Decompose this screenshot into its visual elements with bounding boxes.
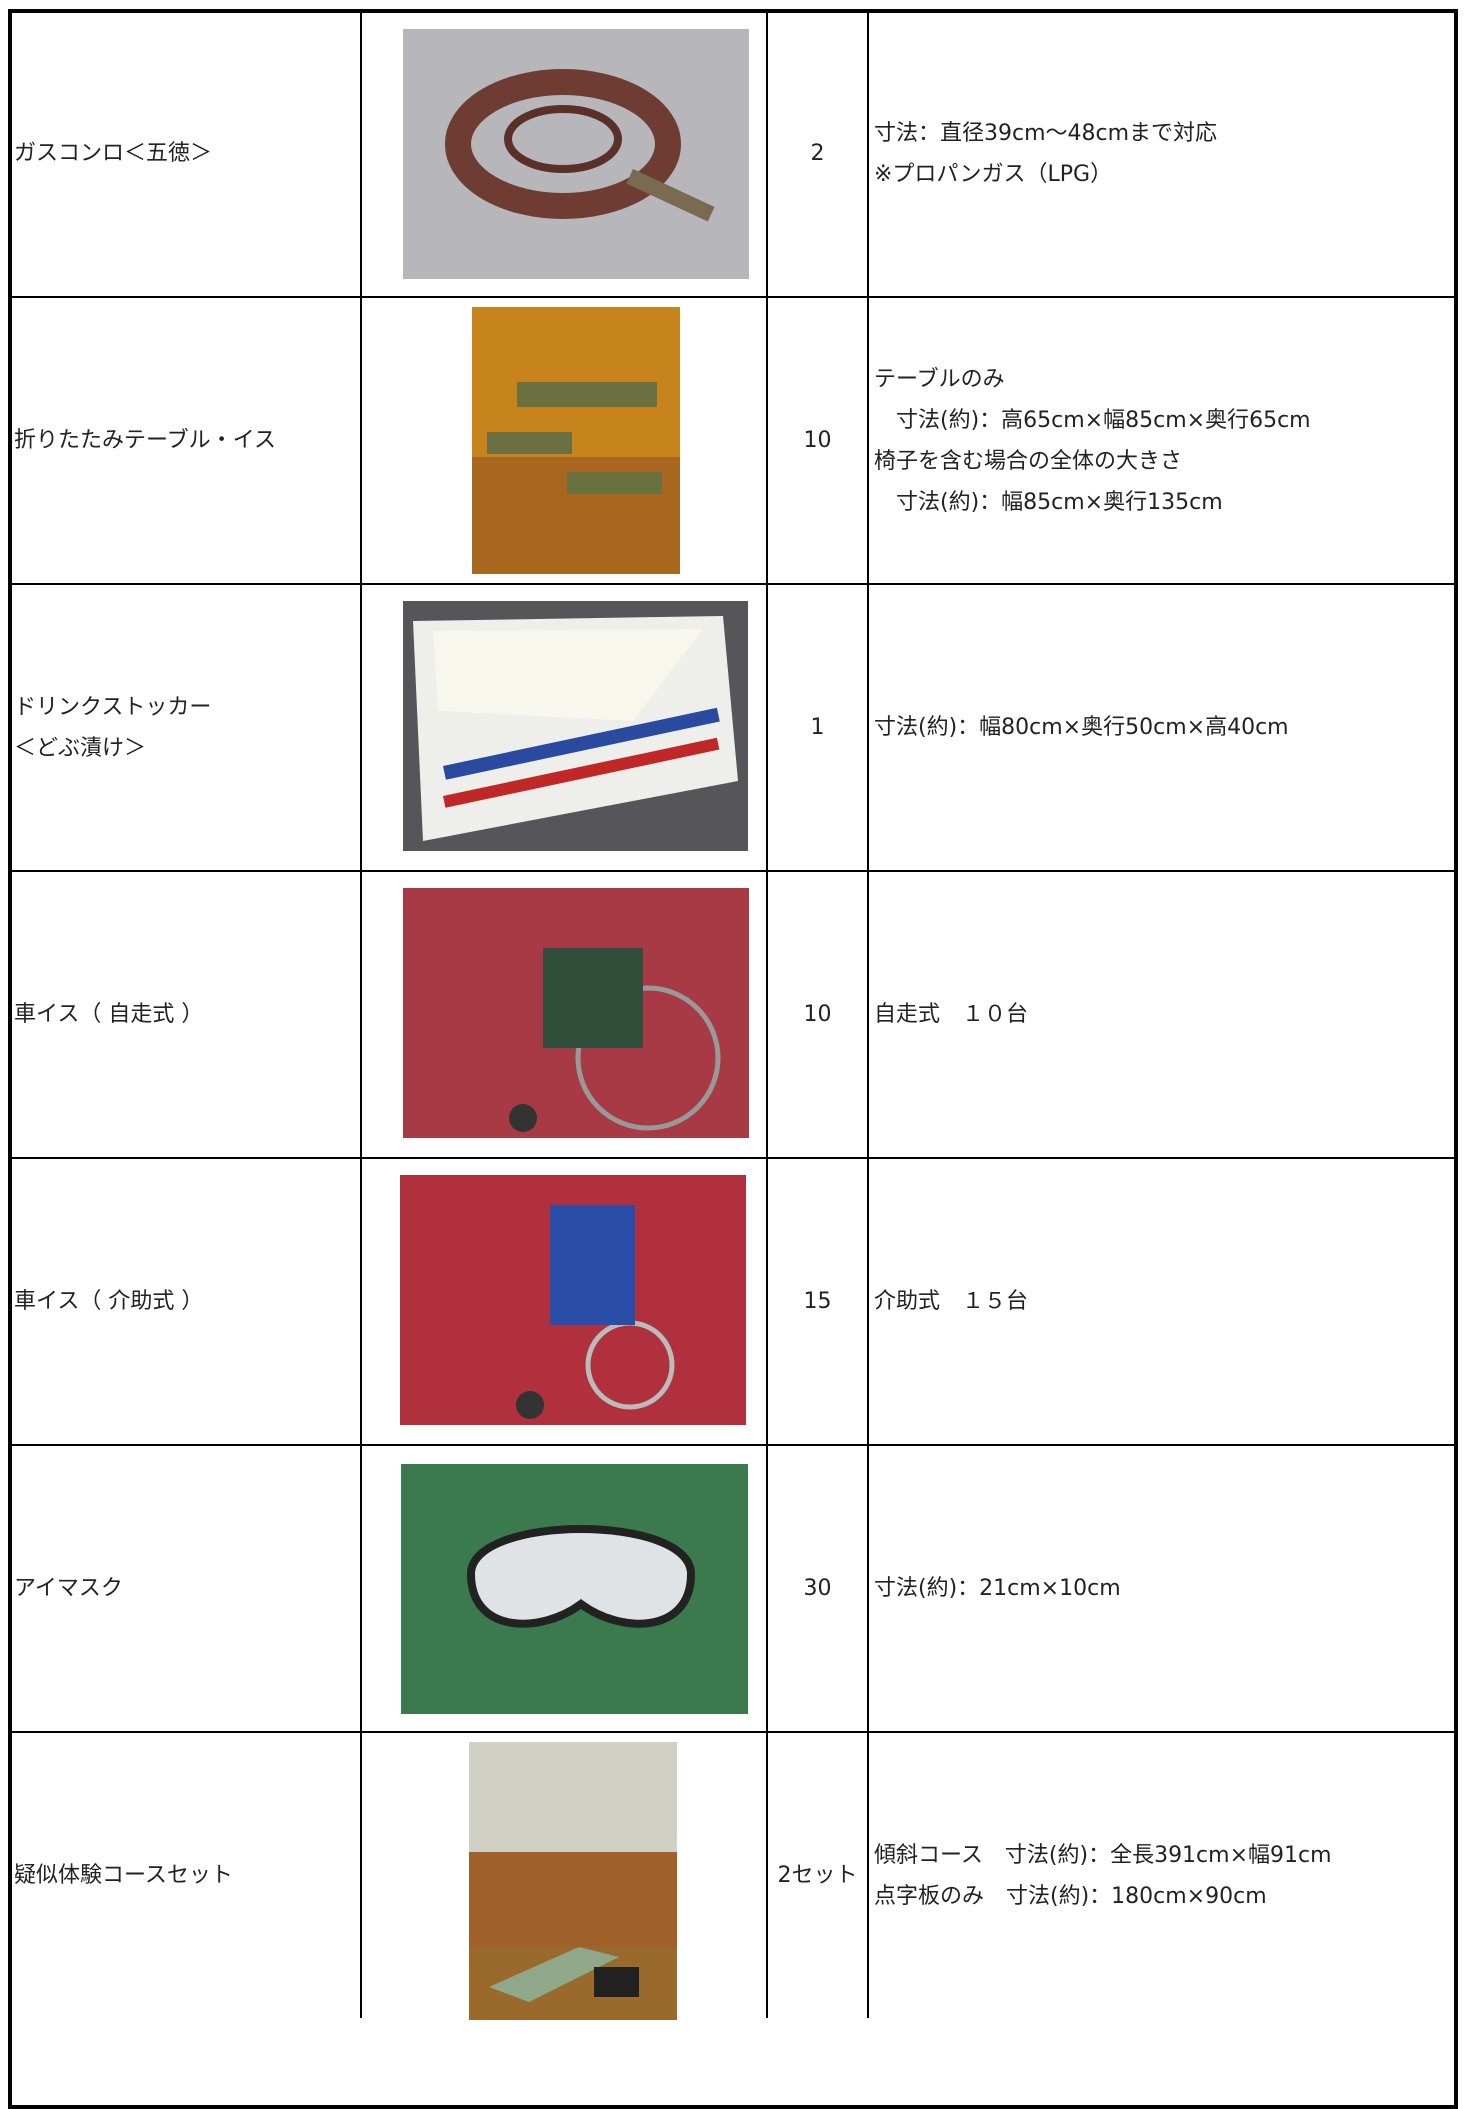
description-line: 寸法(約)：幅80cm×奥行50cm×高40cm xyxy=(874,715,1289,740)
description-line: 点字板のみ 寸法(約)：180cm×90cm xyxy=(874,1883,1267,1909)
description: 介助式 １５台 xyxy=(869,1159,1456,1444)
quantity: 15 xyxy=(768,1159,869,1444)
name-line: ＜どぶ漬け＞ xyxy=(14,735,147,761)
description: テーブルのみ 寸法(約)：高65cm×幅85cm×奥行65cm 椅子を含む場合の全… xyxy=(869,298,1456,583)
name-line: 疑似体験コースセット xyxy=(14,1863,233,1888)
item-name: 車イス（ 自走式 ） xyxy=(10,872,362,1157)
item-photo xyxy=(400,1175,746,1425)
description: 自走式 １０台 xyxy=(869,872,1456,1157)
name-line: ガスコンロ＜五徳＞ xyxy=(14,141,213,166)
name-line: 折りたたみテーブル・イス xyxy=(14,428,277,453)
table-row: 車イス（ 自走式 ） 10 自走式 １０台 xyxy=(10,870,1456,1157)
table-row: 疑似体験コースセット 2セット 傾斜コース 寸法(約)：全長391cm×幅91cm 点… xyxy=(10,1731,1456,2020)
item-name: ガスコンロ＜五徳＞ xyxy=(10,11,362,296)
quantity: 1 xyxy=(768,585,869,870)
description-line: 傾斜コース 寸法(約)：全長391cm×幅91cm xyxy=(874,1842,1332,1868)
item-photo-cell xyxy=(362,1159,768,1444)
item-photo-cell xyxy=(362,585,768,870)
description-line: 自走式 １０台 xyxy=(874,1002,1029,1027)
page: ガスコンロ＜五徳＞ 2 寸法：直径39cm〜48cmまで対応 ※プロパンガス（LPG）… xyxy=(8,9,1458,2109)
table-row: アイマスク 30 寸法(約)：21cm×10cm xyxy=(10,1444,1456,1731)
description: 寸法：直径39cm〜48cmまで対応 ※プロパンガス（LPG） xyxy=(869,11,1456,296)
item-photo xyxy=(403,601,748,851)
description-line: 椅子を含む場合の全体の大きさ xyxy=(874,448,1183,474)
table-row: 折りたたみテーブル・イス 10 テーブルのみ 寸法(約)：高65cm×幅85cm×奥… xyxy=(10,296,1456,583)
description-line: 寸法：直径39cm〜48cmまで対応 xyxy=(874,120,1218,146)
name-line: 車イス（ 自走式 ） xyxy=(14,1002,204,1027)
item-photo-cell xyxy=(362,872,768,1157)
description: 寸法(約)：21cm×10cm xyxy=(869,1446,1456,1731)
quantity: 10 xyxy=(768,298,869,583)
item-photo-cell xyxy=(362,1446,768,1731)
description-line: 介助式 １５台 xyxy=(874,1289,1029,1314)
item-name: アイマスク xyxy=(10,1446,362,1731)
item-name: 車イス（ 介助式 ） xyxy=(10,1159,362,1444)
item-photo-cell xyxy=(362,298,768,583)
name-line: アイマスク xyxy=(14,1576,123,1601)
description: 傾斜コース 寸法(約)：全長391cm×幅91cm 点字板のみ 寸法(約)：180… xyxy=(869,1733,1456,2018)
item-photo xyxy=(472,307,680,574)
table-row: ガスコンロ＜五徳＞ 2 寸法：直径39cm〜48cmまで対応 ※プロパンガス（LPG） xyxy=(10,9,1456,296)
equipment-table: ガスコンロ＜五徳＞ 2 寸法：直径39cm〜48cmまで対応 ※プロパンガス（LPG）… xyxy=(10,9,1456,2020)
description-line: ※プロパンガス（LPG） xyxy=(874,161,1113,187)
description-line: テーブルのみ xyxy=(874,366,1005,392)
item-photo xyxy=(403,888,749,1138)
name-line: 車イス（ 介助式 ） xyxy=(14,1289,204,1314)
item-photo xyxy=(469,1742,677,2020)
table-row: 車イス（ 介助式 ） 15 介助式 １５台 xyxy=(10,1157,1456,1444)
item-photo xyxy=(401,1464,748,1714)
item-name: ドリンクストッカー ＜どぶ漬け＞ xyxy=(10,585,362,870)
item-name: 疑似体験コースセット xyxy=(10,1733,362,2018)
description-line: 寸法(約)：21cm×10cm xyxy=(874,1576,1121,1601)
description: 寸法(約)：幅80cm×奥行50cm×高40cm xyxy=(869,585,1456,870)
item-photo xyxy=(403,29,749,279)
table-row: ドリンクストッカー ＜どぶ漬け＞ 1 寸法(約)：幅80cm×奥行50cm×高40cm xyxy=(10,583,1456,870)
description-line: 寸法(約)：幅85cm×奥行135cm xyxy=(874,489,1223,515)
item-name: 折りたたみテーブル・イス xyxy=(10,298,362,583)
quantity: 30 xyxy=(768,1446,869,1731)
quantity: 10 xyxy=(768,872,869,1157)
quantity: 2 xyxy=(768,11,869,296)
item-photo-cell xyxy=(362,11,768,296)
name-line: ドリンクストッカー xyxy=(14,694,212,720)
description-line: 寸法(約)：高65cm×幅85cm×奥行65cm xyxy=(874,407,1311,433)
quantity: 2セット xyxy=(768,1733,869,2018)
item-photo-cell xyxy=(362,1733,768,2020)
